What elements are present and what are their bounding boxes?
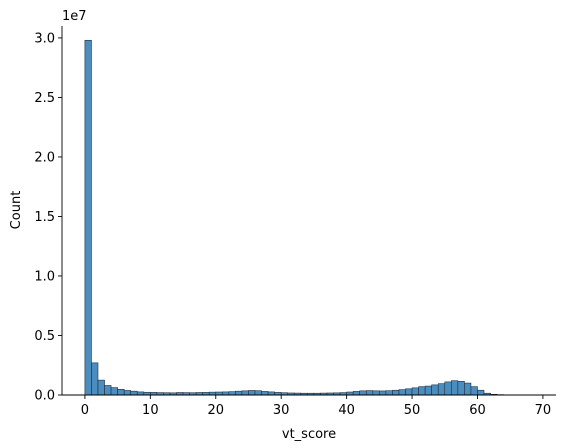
y-offset-label: 1e7 (62, 9, 87, 24)
histogram-bar (123, 390, 132, 396)
x-tick-label: 70 (535, 403, 552, 418)
histogram-bar (372, 390, 380, 396)
x-tick-label: 20 (207, 403, 224, 418)
histogram-bar (97, 379, 105, 396)
y-tick-label: 0.5 (34, 329, 55, 344)
histogram-bar (248, 390, 256, 396)
histogram-bar (267, 391, 275, 396)
histogram-bar (222, 391, 230, 396)
histogram-bar (254, 390, 262, 396)
histogram-bar (91, 362, 99, 396)
histogram-bar (398, 389, 406, 396)
histogram-bar (235, 390, 243, 396)
histogram-bar (464, 382, 472, 396)
x-tick-label: 50 (404, 403, 421, 418)
histogram-bar (352, 391, 361, 396)
x-tick-label: 30 (273, 403, 290, 418)
y-tick-label: 1.5 (34, 210, 55, 225)
y-tick-label: 1.0 (34, 269, 55, 284)
histogram-bar (228, 391, 236, 396)
axis-spines (61, 26, 556, 396)
histogram-bar (385, 390, 393, 396)
histogram-bar (405, 388, 413, 396)
histogram-bar (431, 384, 439, 396)
x-tick-label: 40 (338, 403, 355, 418)
histogram-bar (261, 391, 269, 396)
y-tick-label: 2.5 (34, 91, 55, 106)
histogram-bar (241, 390, 249, 396)
x-tick-label: 0 (81, 403, 89, 418)
histogram-bar (104, 385, 112, 396)
histogram-bar (411, 387, 419, 396)
histogram-bar (365, 390, 374, 396)
histogram-bar (444, 381, 452, 396)
histogram-bar (451, 380, 459, 396)
histogram-bar (437, 383, 446, 396)
histogram-bar (110, 387, 118, 396)
x-tick-label: 10 (142, 403, 159, 418)
histogram-bar (359, 390, 367, 396)
y-tick-label: 3.0 (34, 31, 55, 46)
histogram-bar (477, 389, 485, 396)
x-axis-ticks: 0 10 20 30 40 50 60 70 (81, 395, 551, 418)
histogram-bar (418, 386, 426, 396)
x-tick-label: 60 (469, 403, 486, 418)
y-tick-label: 0.0 (34, 389, 55, 404)
histogram-bar (136, 391, 145, 396)
histogram-bar (130, 390, 138, 396)
y-axis-label: Count (9, 191, 24, 230)
histogram-bar (84, 39, 92, 396)
histogram-bars (84, 39, 544, 396)
y-axis-ticks: 0.0 0.5 1.0 1.5 2.0 2.5 3.0 (34, 31, 62, 404)
histogram-bar (457, 381, 465, 396)
histogram-bar (392, 389, 400, 396)
y-tick-label: 2.0 (34, 150, 55, 165)
histogram-bar (379, 390, 387, 396)
histogram-bar (470, 386, 478, 396)
histogram-bar (424, 385, 432, 396)
histogram-bar (117, 388, 125, 396)
x-axis-label: vt_score (282, 427, 336, 442)
